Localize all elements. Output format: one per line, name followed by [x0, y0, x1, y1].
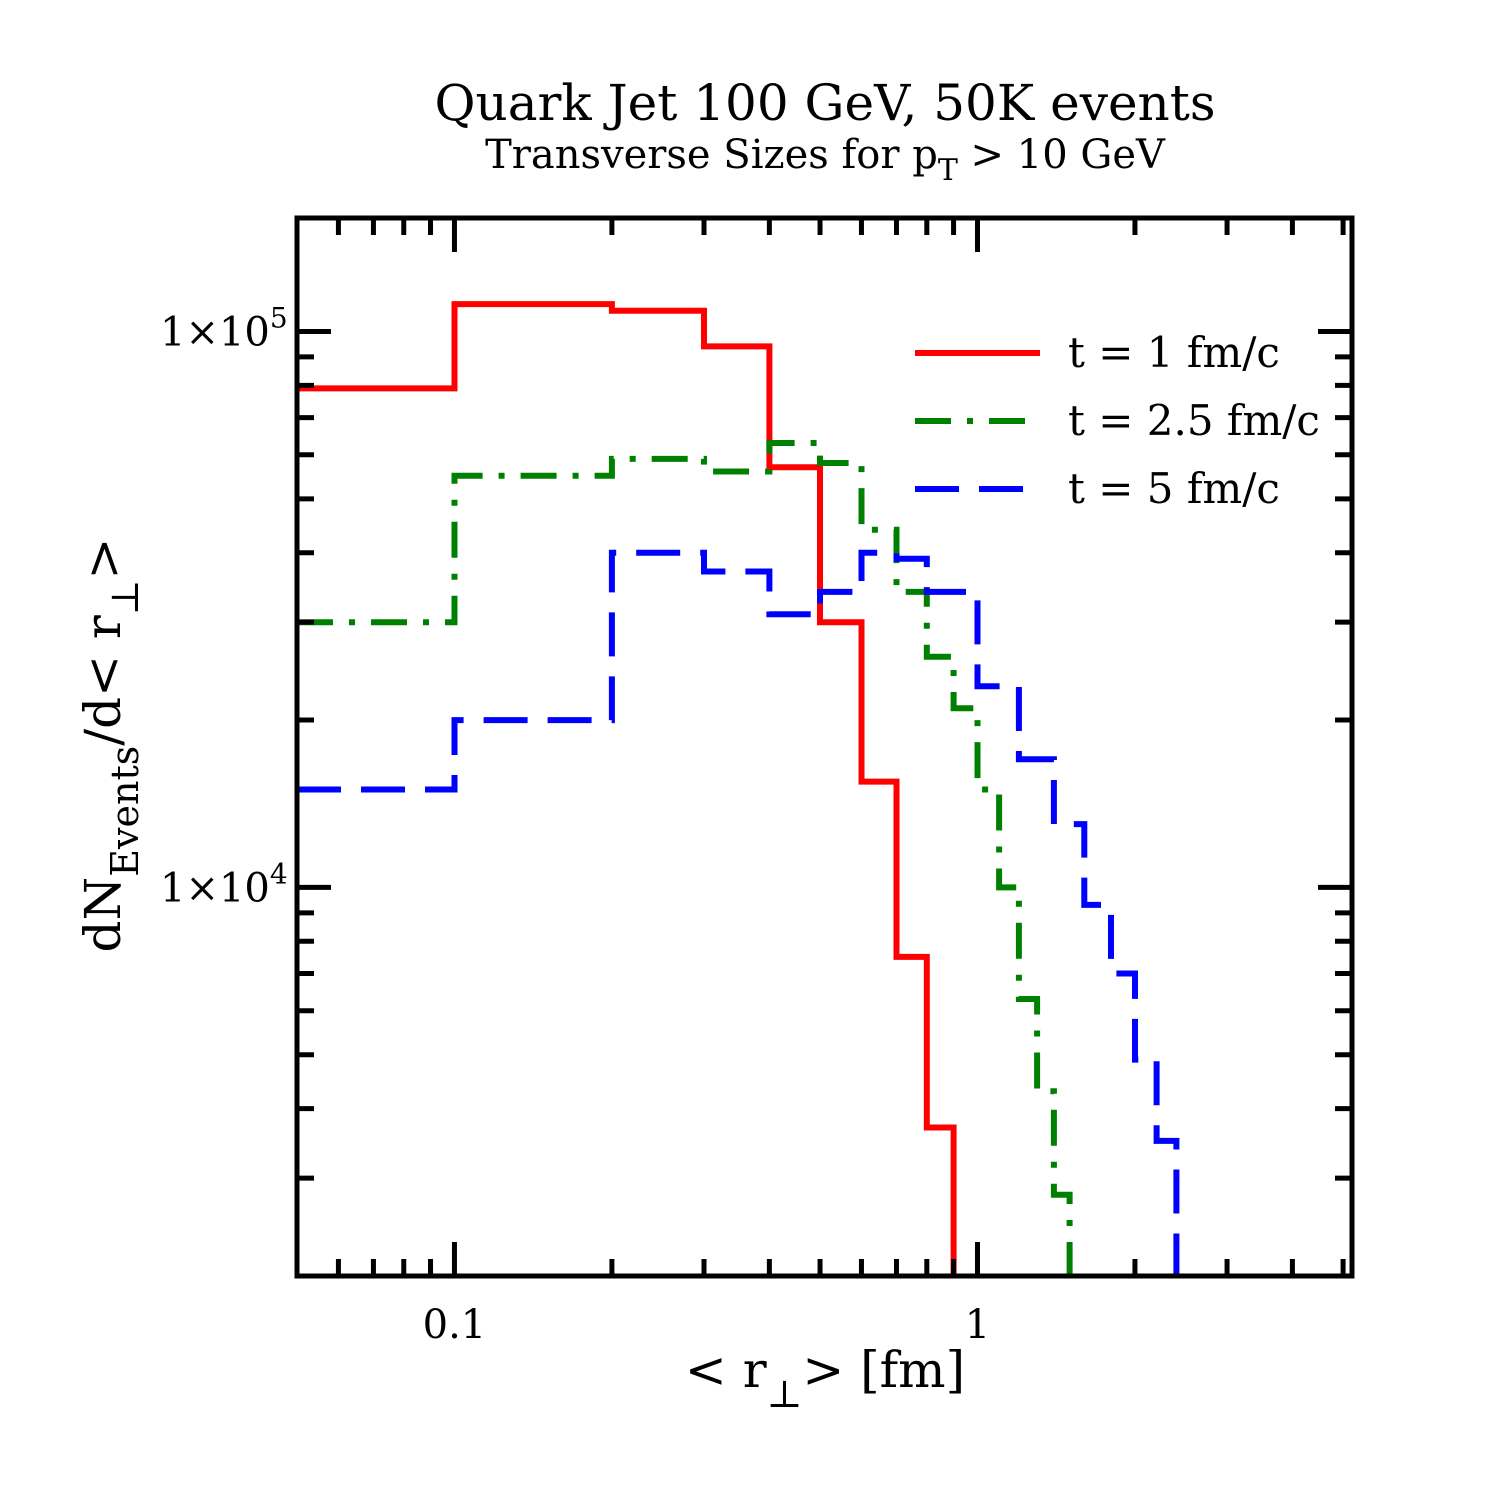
chart-subtitle: Transverse Sizes for pT > 10 GeV — [485, 132, 1166, 188]
series-line-2 — [297, 440, 1073, 1276]
y-axis-label-prefix: dN — [74, 877, 132, 953]
chart-subtitle-sub: T — [938, 153, 958, 188]
legend-label-2: t = 2.5 fm/c — [1068, 396, 1320, 445]
y-axis-label-middle: /d< r — [74, 615, 132, 746]
y-axis-label: dNEvents/d< r⊥> — [74, 538, 147, 953]
tick-label-layer: 0.1 1 1×104 1×105 — [160, 301, 990, 1348]
series-layer — [297, 301, 1198, 1276]
chart-subtitle-prefix: Transverse Sizes for p — [485, 132, 938, 178]
x-axis-label-prefix: < r — [685, 1341, 767, 1399]
y-axis-label-suffix: > — [74, 538, 132, 580]
y-tick-label-2: 1×105 — [160, 301, 288, 355]
chart-subtitle-suffix: > 10 GeV — [958, 132, 1166, 178]
legend-label-3: t = 5 fm/c — [1068, 464, 1280, 513]
chart-title: Quark Jet 100 GeV, 50K events — [435, 74, 1216, 132]
x-axis-label-sub: ⊥ — [767, 1372, 803, 1416]
tick-layer — [294, 218, 1352, 1279]
y-axis-label-sub2: ⊥ — [103, 579, 147, 615]
y-tick-label-1: 1×104 — [160, 857, 288, 911]
x-axis-label-suffix: > [fm] — [802, 1341, 965, 1399]
y-axis-label-sub: Events — [103, 746, 147, 877]
plot-frame — [294, 215, 1355, 1279]
legend: t = 1 fm/c t = 2.5 fm/c t = 5 fm/c — [915, 328, 1320, 513]
series-line-1 — [297, 301, 957, 1276]
x-tick-label-2: 1 — [965, 1302, 990, 1348]
x-tick-label-1: 0.1 — [423, 1302, 487, 1348]
series-line-3 — [297, 549, 1198, 1276]
x-axis-label: < r⊥> [fm] — [685, 1341, 965, 1416]
legend-label-1: t = 1 fm/c — [1068, 328, 1280, 377]
